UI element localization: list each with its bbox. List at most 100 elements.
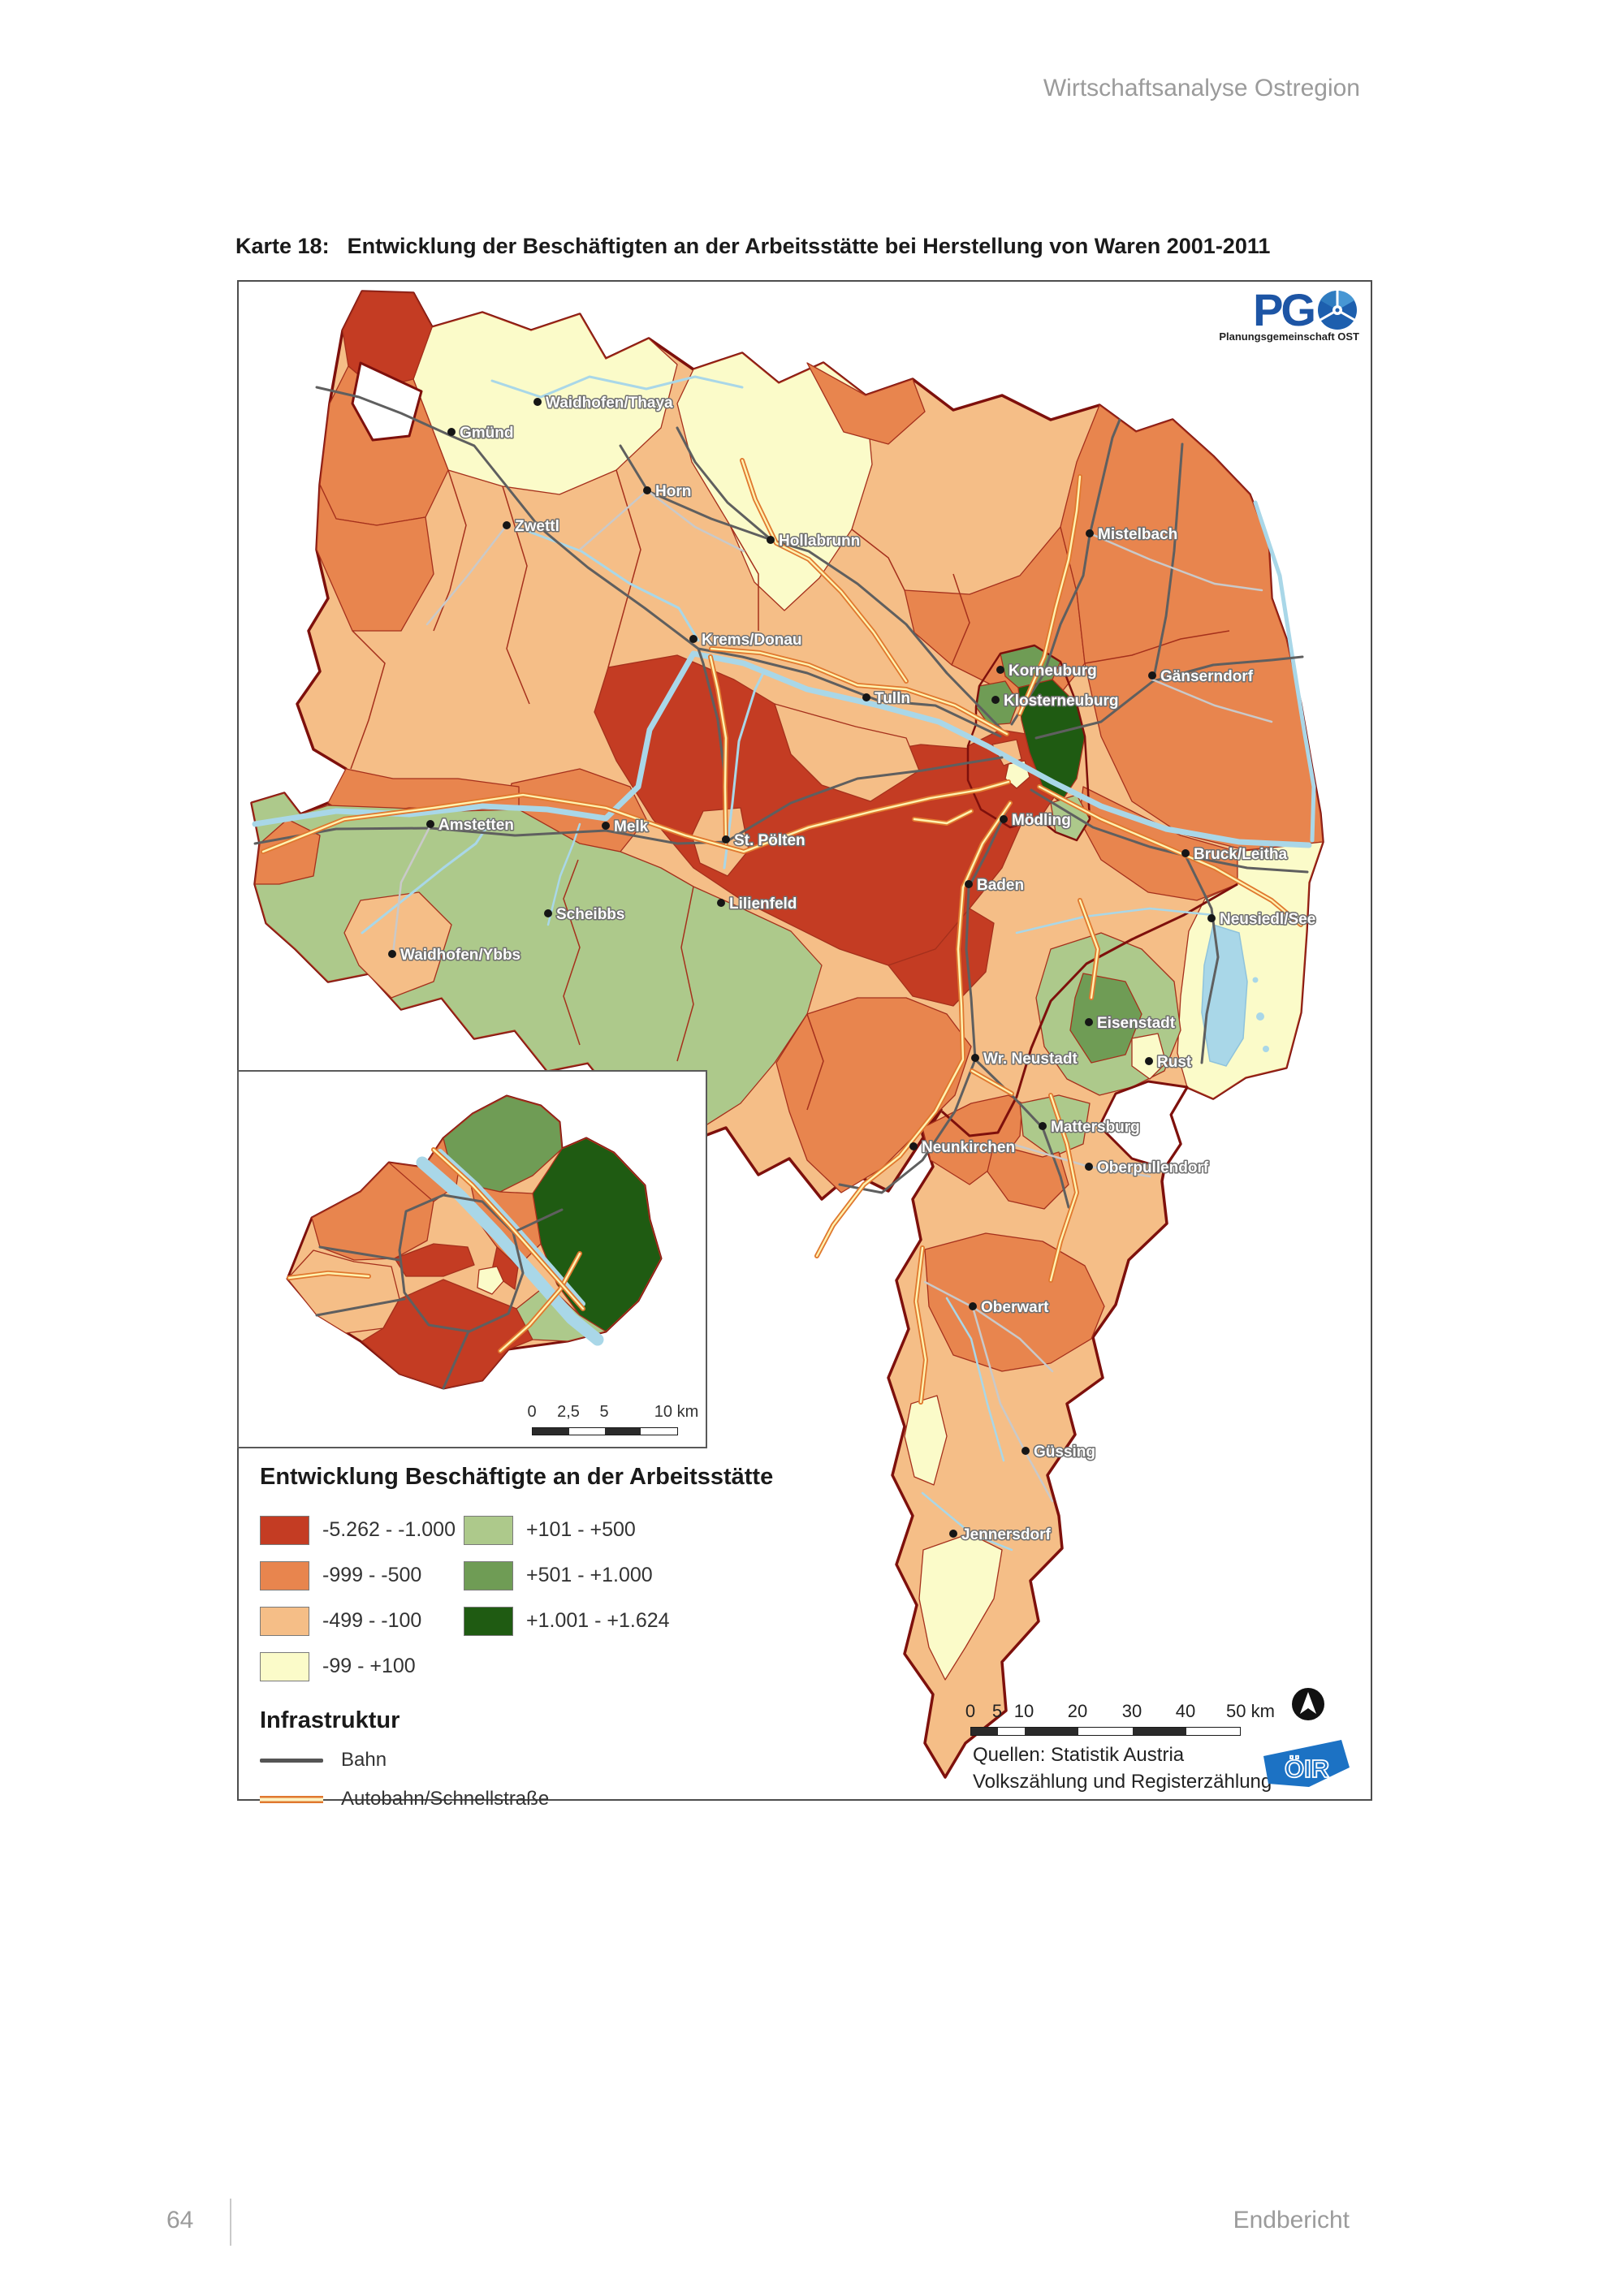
svg-text:Scheibbs: Scheibbs: [556, 906, 624, 923]
city-marker: St. Pölten: [722, 831, 806, 851]
legend-label: -499 - -100: [322, 1609, 422, 1632]
scale-end: 10 km: [654, 1403, 699, 1421]
city-marker: Tulln: [862, 689, 911, 709]
legend-label: +101 - +500: [526, 1518, 636, 1541]
city-marker: Klosterneuburg: [991, 692, 1120, 711]
scale-tick: 2,5: [557, 1403, 580, 1421]
legend-label: -99 - +100: [322, 1655, 416, 1677]
highway-line-symbol: [260, 1795, 323, 1803]
svg-text:Klosterneuburg: Klosterneuburg: [1004, 693, 1118, 710]
map-title-text: Entwicklung der Beschäftigten an der Arb…: [347, 234, 1271, 258]
sources-note: Quellen: Statistik Austria Volkszählung …: [973, 1741, 1272, 1795]
legend-item: -99 - +100: [260, 1651, 443, 1681]
svg-text:St. Pölten: St. Pölten: [734, 832, 806, 849]
svg-text:Mistelbach: Mistelbach: [1098, 526, 1177, 543]
legend-label: +501 - +1.000: [526, 1564, 653, 1586]
city-marker: Neusiedl/See: [1207, 910, 1317, 930]
city-marker: Neunkirchen: [909, 1138, 1017, 1158]
city-marker: Baden: [965, 876, 1026, 896]
legend-swatch: [464, 1606, 513, 1636]
city-marker: Korneuburg: [996, 662, 1098, 681]
map-title: Karte 18: Entwicklung der Beschäftigten a…: [235, 234, 1270, 259]
pgo-logo-text: PG: [1253, 284, 1316, 335]
svg-text:Rust: Rust: [1157, 1054, 1192, 1071]
svg-text:Mattersburg: Mattersburg: [1051, 1119, 1140, 1136]
rail-label: Bahn: [341, 1749, 387, 1771]
rail-line-symbol: [260, 1758, 323, 1763]
sources-line1: Quellen: Statistik Austria: [973, 1744, 1185, 1766]
main-scalebar: 0 5 10 20 30 40 50 km: [965, 1701, 1295, 1741]
svg-text:Melk: Melk: [614, 818, 649, 835]
svg-text:Gänserndorf: Gänserndorf: [1160, 668, 1254, 685]
legend-label: -999 - -500: [322, 1564, 422, 1586]
svg-text:Baden: Baden: [977, 877, 1024, 894]
svg-text:Neusiedl/See: Neusiedl/See: [1220, 911, 1315, 928]
city-marker: Jennersdorf: [949, 1526, 1052, 1545]
city-marker: Mistelbach: [1086, 525, 1179, 545]
city-marker: Gmünd: [447, 424, 515, 443]
legend-item: +101 - +500: [464, 1515, 670, 1545]
city-marker: Oberwart: [969, 1298, 1051, 1318]
lake-neusiedl: [1201, 924, 1248, 1067]
svg-text:Wr. Neustadt: Wr. Neustadt: [983, 1051, 1078, 1068]
city-markers: Gmünd Waidhofen/Thaya Zwettl Horn Hollabrunn…: [388, 394, 1317, 1545]
north-arrow-icon: [1292, 1688, 1324, 1720]
city-marker: Bruck/Leitha: [1181, 845, 1289, 865]
highway-label: Autobahn/Schnellstraße: [341, 1788, 550, 1810]
legend-swatch: [464, 1515, 513, 1545]
choropleth-map: Gmünd Waidhofen/Thaya Zwettl Horn Hollabrunn…: [250, 290, 1324, 1779]
page-number: 64: [166, 2207, 194, 2233]
legend-swatch: [260, 1606, 309, 1636]
scale-tick: 5: [991, 1701, 1003, 1721]
legend-swatch: [260, 1651, 309, 1681]
legend-title: Entwicklung Beschäftigte an der Arbeitss…: [260, 1464, 774, 1490]
svg-text:Krems/Donau: Krems/Donau: [702, 632, 802, 649]
legend-item: -5.262 - -1.000: [260, 1515, 456, 1545]
city-marker: Horn: [643, 482, 693, 502]
svg-text:Eisenstadt: Eisenstadt: [1097, 1015, 1176, 1032]
map-frame: Gmünd Waidhofen/Thaya Zwettl Horn Hollabrunn…: [237, 280, 1372, 1810]
city-marker: Mödling: [1000, 811, 1072, 831]
legend-item: -999 - -500: [260, 1560, 443, 1590]
svg-text:Horn: Horn: [655, 483, 691, 500]
svg-text:Mödling: Mödling: [1012, 812, 1071, 829]
legend-item: Bahn: [260, 1749, 549, 1772]
city-marker: Eisenstadt: [1085, 1014, 1177, 1034]
footer-report-title: Endbericht: [1233, 2207, 1350, 2233]
svg-text:Bruck/Leitha: Bruck/Leitha: [1194, 846, 1288, 863]
city-marker: Oberpullendorf: [1085, 1159, 1210, 1178]
city-marker: Rust: [1145, 1053, 1193, 1072]
legend-swatch: [260, 1560, 309, 1590]
infrastructure-legend: Infrastruktur Bahn Autobahn/Schnellstraß…: [260, 1707, 549, 1827]
infrastructure-title: Infrastruktur: [260, 1707, 400, 1733]
svg-text:Neunkirchen: Neunkirchen: [922, 1139, 1015, 1156]
scale-tick: 0: [527, 1403, 537, 1421]
scale-tick: 30: [1121, 1701, 1142, 1721]
city-marker: Hollabrunn: [767, 532, 862, 551]
inset-scalebar: 0 2,5 5 10 km: [527, 1403, 702, 1440]
footer-divider: [230, 2199, 231, 2246]
vienna-inset-svg: [286, 1094, 663, 1390]
svg-text:Lilienfeld: Lilienfeld: [729, 896, 797, 913]
scale-tick: 5: [599, 1403, 609, 1421]
city-marker: Krems/Donau: [689, 631, 803, 650]
city-marker: Amstetten: [426, 816, 515, 835]
page-header: Wirtschaftsanalyse Ostregion: [1043, 75, 1360, 101]
legend-swatch: [464, 1560, 513, 1590]
city-marker: Güssing: [1021, 1443, 1097, 1462]
oir-logo-text: ÖIR: [1285, 1754, 1329, 1783]
rivers-layer: [252, 375, 1316, 1552]
svg-text:Jennersdorf: Jennersdorf: [961, 1526, 1051, 1543]
vienna-inset-map: 0 2,5 5 10 km: [237, 1070, 707, 1448]
svg-text:Oberwart: Oberwart: [981, 1299, 1049, 1316]
svg-text:Hollabrunn: Hollabrunn: [779, 533, 860, 550]
railways-layer: [253, 386, 1309, 1209]
sources-line2: Volkszählung und Registerzählung: [973, 1771, 1272, 1793]
svg-text:Waidhofen/Ybbs: Waidhofen/Ybbs: [400, 947, 520, 964]
city-marker: Wr. Neustadt: [971, 1050, 1079, 1069]
city-marker: Melk: [602, 818, 650, 837]
city-marker: Mattersburg: [1039, 1118, 1141, 1137]
city-marker: Gänserndorf: [1148, 667, 1255, 687]
legend-item: -499 - -100: [260, 1606, 443, 1636]
pgo-logo: PG Planungsgemeinschaft OST: [1197, 284, 1359, 343]
